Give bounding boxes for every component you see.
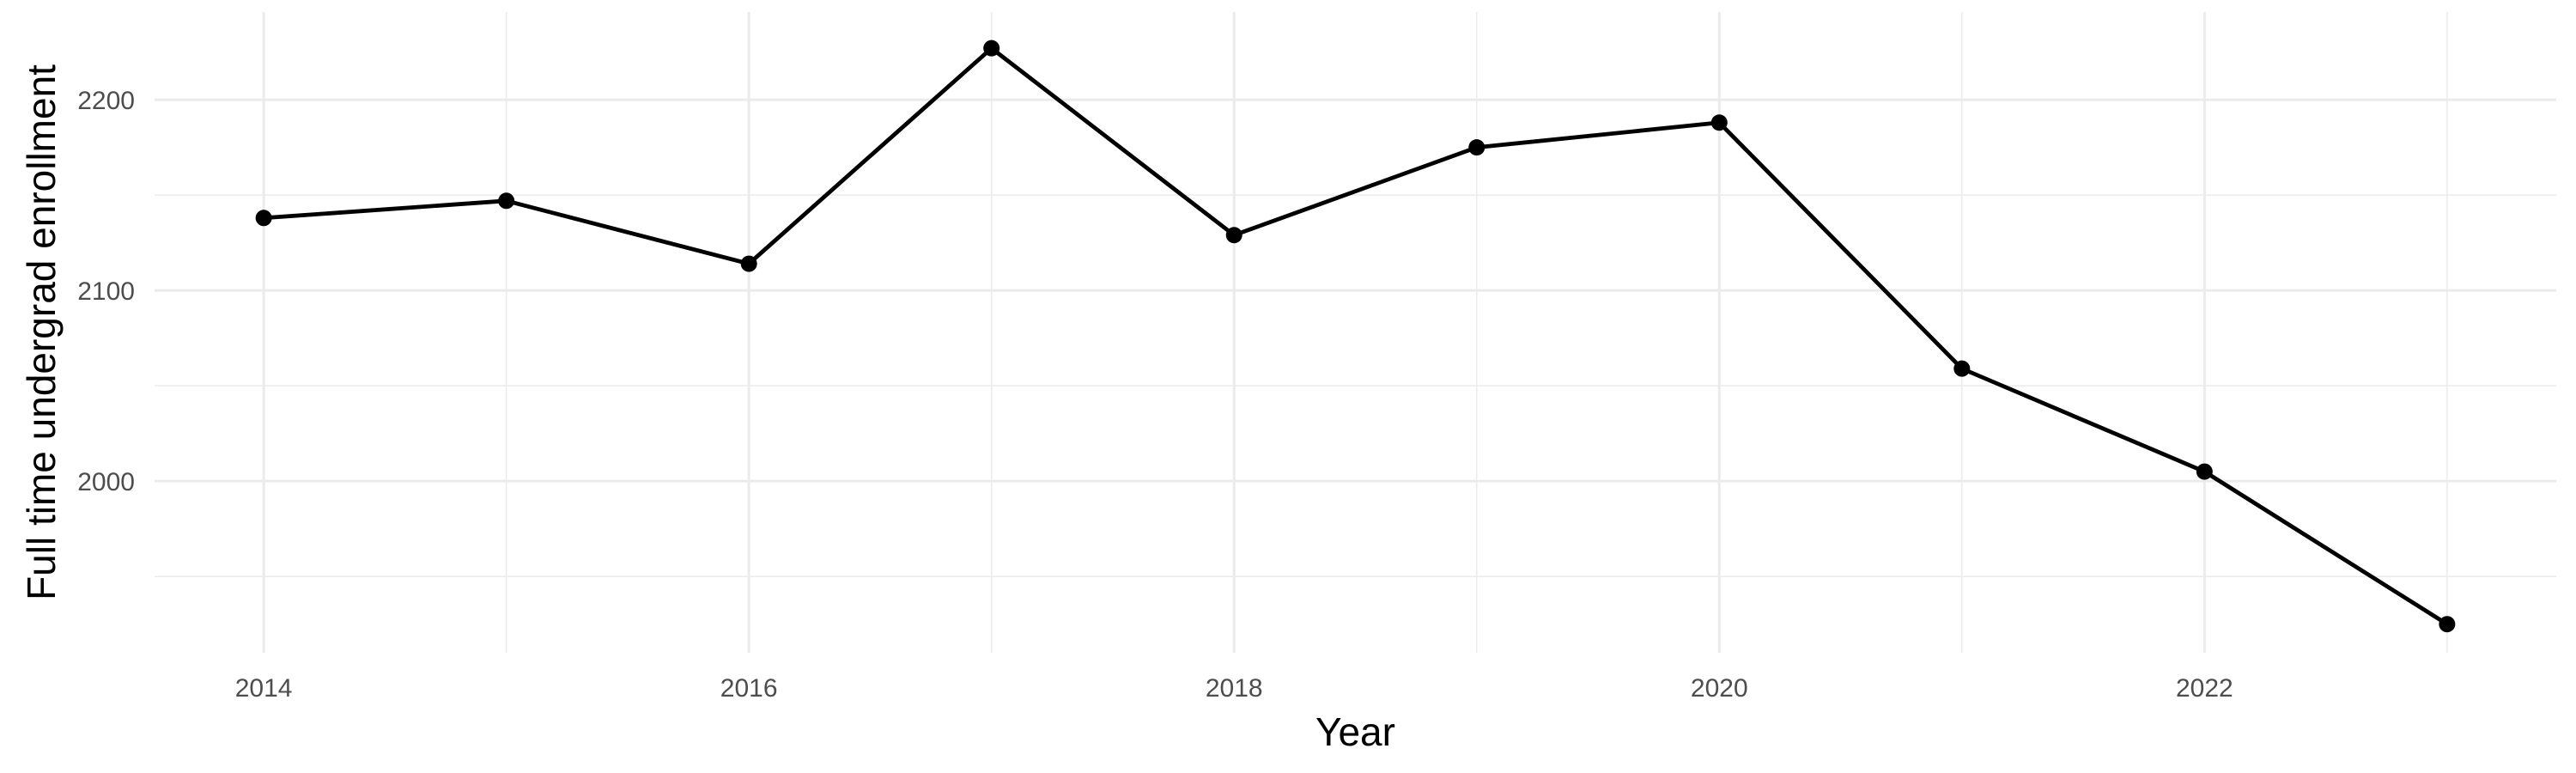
enrollment-trend-line [263, 46, 2449, 626]
y-tick-label: 2200 [77, 87, 135, 115]
data-point [2439, 616, 2456, 633]
x-axis-title: Year [1315, 709, 1395, 754]
y-tick-label: 2000 [77, 468, 135, 496]
x-tick-label: 2014 [235, 674, 293, 703]
y-tick-label: 2100 [77, 277, 135, 306]
data-point [2196, 463, 2213, 480]
x-tick-label: 2022 [2176, 674, 2233, 703]
x-tick-label: 2020 [1691, 674, 1748, 703]
data-point [1953, 360, 1971, 377]
data-point [1710, 114, 1728, 131]
data-point [740, 255, 757, 272]
x-axis-tick-labels: 2014 2016 2018 2020 2022 [235, 674, 2233, 703]
data-point [255, 210, 272, 227]
y-axis-tick-labels: 2000 2100 2200 [77, 87, 135, 496]
y-axis-title: Full time undergrad enrollment [19, 64, 64, 600]
major-gridlines [155, 12, 2556, 653]
minor-gridlines [155, 12, 2556, 653]
data-point [983, 40, 1000, 57]
data-point [498, 192, 515, 210]
x-tick-label: 2018 [1206, 674, 1263, 703]
data-points [255, 40, 2456, 633]
data-point [1468, 139, 1485, 156]
x-tick-label: 2016 [720, 674, 778, 703]
data-point [1225, 227, 1242, 244]
